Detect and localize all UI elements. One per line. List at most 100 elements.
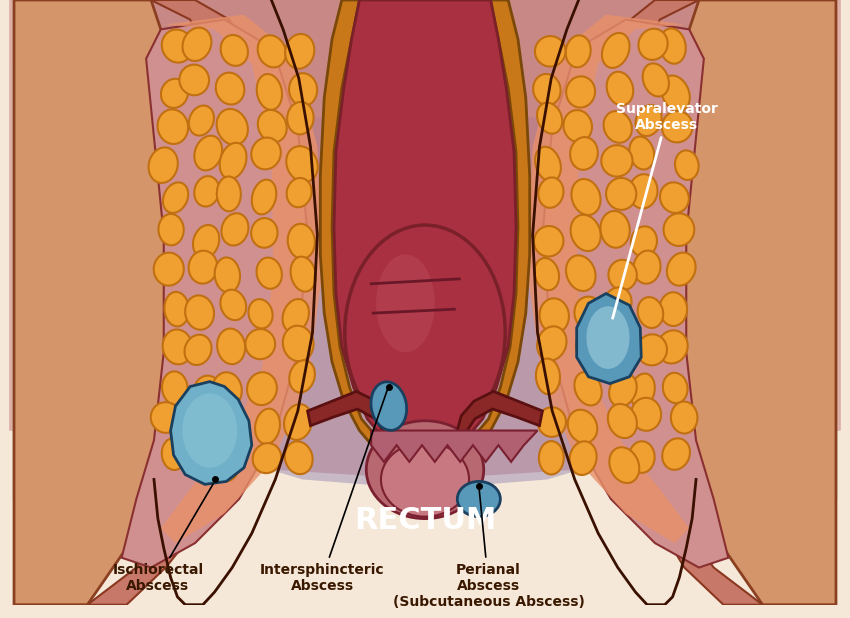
Ellipse shape: [535, 36, 565, 67]
Ellipse shape: [660, 28, 686, 64]
Ellipse shape: [217, 329, 245, 364]
Polygon shape: [459, 0, 530, 458]
Ellipse shape: [179, 65, 209, 95]
Polygon shape: [542, 20, 728, 567]
Ellipse shape: [217, 109, 248, 145]
Ellipse shape: [257, 258, 282, 289]
Ellipse shape: [195, 176, 219, 206]
Ellipse shape: [675, 150, 699, 180]
Ellipse shape: [638, 297, 663, 328]
Ellipse shape: [216, 72, 245, 104]
Ellipse shape: [215, 258, 240, 292]
Text: Perianal
Abscess
(Subcutaneous Abscess): Perianal Abscess (Subcutaneous Abscess): [393, 488, 585, 609]
Ellipse shape: [162, 371, 188, 405]
Ellipse shape: [608, 404, 637, 438]
Polygon shape: [14, 39, 107, 499]
Ellipse shape: [158, 214, 184, 245]
Text: Intersphincteric
Abscess: Intersphincteric Abscess: [260, 388, 388, 593]
Ellipse shape: [575, 372, 602, 405]
Ellipse shape: [660, 182, 688, 213]
Ellipse shape: [571, 179, 601, 215]
Ellipse shape: [661, 75, 690, 111]
Ellipse shape: [657, 331, 688, 363]
Ellipse shape: [150, 402, 181, 433]
Ellipse shape: [564, 110, 592, 142]
Ellipse shape: [637, 334, 667, 365]
Ellipse shape: [283, 326, 314, 362]
Ellipse shape: [258, 35, 286, 67]
Ellipse shape: [664, 213, 694, 246]
Ellipse shape: [537, 103, 562, 133]
Ellipse shape: [246, 329, 275, 359]
Ellipse shape: [538, 177, 564, 208]
Ellipse shape: [602, 287, 632, 323]
Polygon shape: [308, 391, 393, 442]
Ellipse shape: [212, 449, 239, 481]
Ellipse shape: [162, 438, 186, 470]
Ellipse shape: [633, 251, 660, 284]
Polygon shape: [14, 0, 185, 604]
Ellipse shape: [631, 398, 661, 431]
Polygon shape: [156, 117, 694, 489]
Ellipse shape: [643, 64, 669, 96]
Ellipse shape: [568, 410, 598, 443]
Ellipse shape: [247, 372, 277, 405]
Ellipse shape: [184, 335, 212, 365]
Ellipse shape: [566, 255, 596, 291]
Ellipse shape: [629, 137, 654, 169]
Ellipse shape: [161, 78, 188, 108]
Ellipse shape: [371, 382, 406, 430]
Ellipse shape: [533, 74, 561, 105]
Ellipse shape: [538, 407, 566, 437]
Ellipse shape: [570, 441, 597, 475]
Ellipse shape: [671, 402, 698, 433]
Polygon shape: [151, 0, 699, 332]
Ellipse shape: [376, 255, 435, 352]
Ellipse shape: [154, 253, 184, 286]
Ellipse shape: [609, 373, 637, 407]
Ellipse shape: [189, 251, 218, 284]
Ellipse shape: [566, 77, 595, 108]
Ellipse shape: [609, 447, 639, 483]
Ellipse shape: [663, 373, 688, 403]
Ellipse shape: [607, 72, 633, 106]
Ellipse shape: [162, 329, 192, 365]
Ellipse shape: [534, 226, 564, 256]
Ellipse shape: [540, 298, 569, 333]
Polygon shape: [161, 15, 322, 543]
Polygon shape: [588, 0, 762, 604]
Ellipse shape: [576, 327, 604, 361]
Ellipse shape: [662, 438, 690, 470]
Ellipse shape: [282, 299, 309, 332]
Ellipse shape: [252, 443, 281, 473]
Ellipse shape: [629, 441, 654, 473]
Ellipse shape: [157, 109, 188, 144]
Ellipse shape: [251, 218, 278, 248]
Text: Supralevator
Abscess: Supralevator Abscess: [613, 102, 717, 318]
Ellipse shape: [629, 174, 658, 208]
Ellipse shape: [606, 178, 637, 210]
Ellipse shape: [189, 106, 214, 135]
Ellipse shape: [257, 74, 282, 110]
Ellipse shape: [288, 224, 314, 259]
Ellipse shape: [163, 182, 188, 213]
Ellipse shape: [602, 33, 630, 68]
Ellipse shape: [662, 111, 693, 142]
Ellipse shape: [631, 373, 655, 408]
Ellipse shape: [575, 297, 604, 331]
Ellipse shape: [252, 138, 280, 169]
Ellipse shape: [601, 145, 632, 177]
Ellipse shape: [536, 358, 560, 394]
Ellipse shape: [631, 226, 657, 257]
Ellipse shape: [258, 110, 286, 142]
Ellipse shape: [183, 28, 212, 61]
Ellipse shape: [196, 440, 220, 474]
Ellipse shape: [195, 136, 222, 171]
Ellipse shape: [183, 393, 237, 468]
Ellipse shape: [284, 404, 312, 440]
Ellipse shape: [537, 326, 566, 361]
Ellipse shape: [570, 215, 601, 251]
Ellipse shape: [606, 330, 632, 363]
Ellipse shape: [570, 137, 598, 170]
Ellipse shape: [345, 225, 505, 440]
